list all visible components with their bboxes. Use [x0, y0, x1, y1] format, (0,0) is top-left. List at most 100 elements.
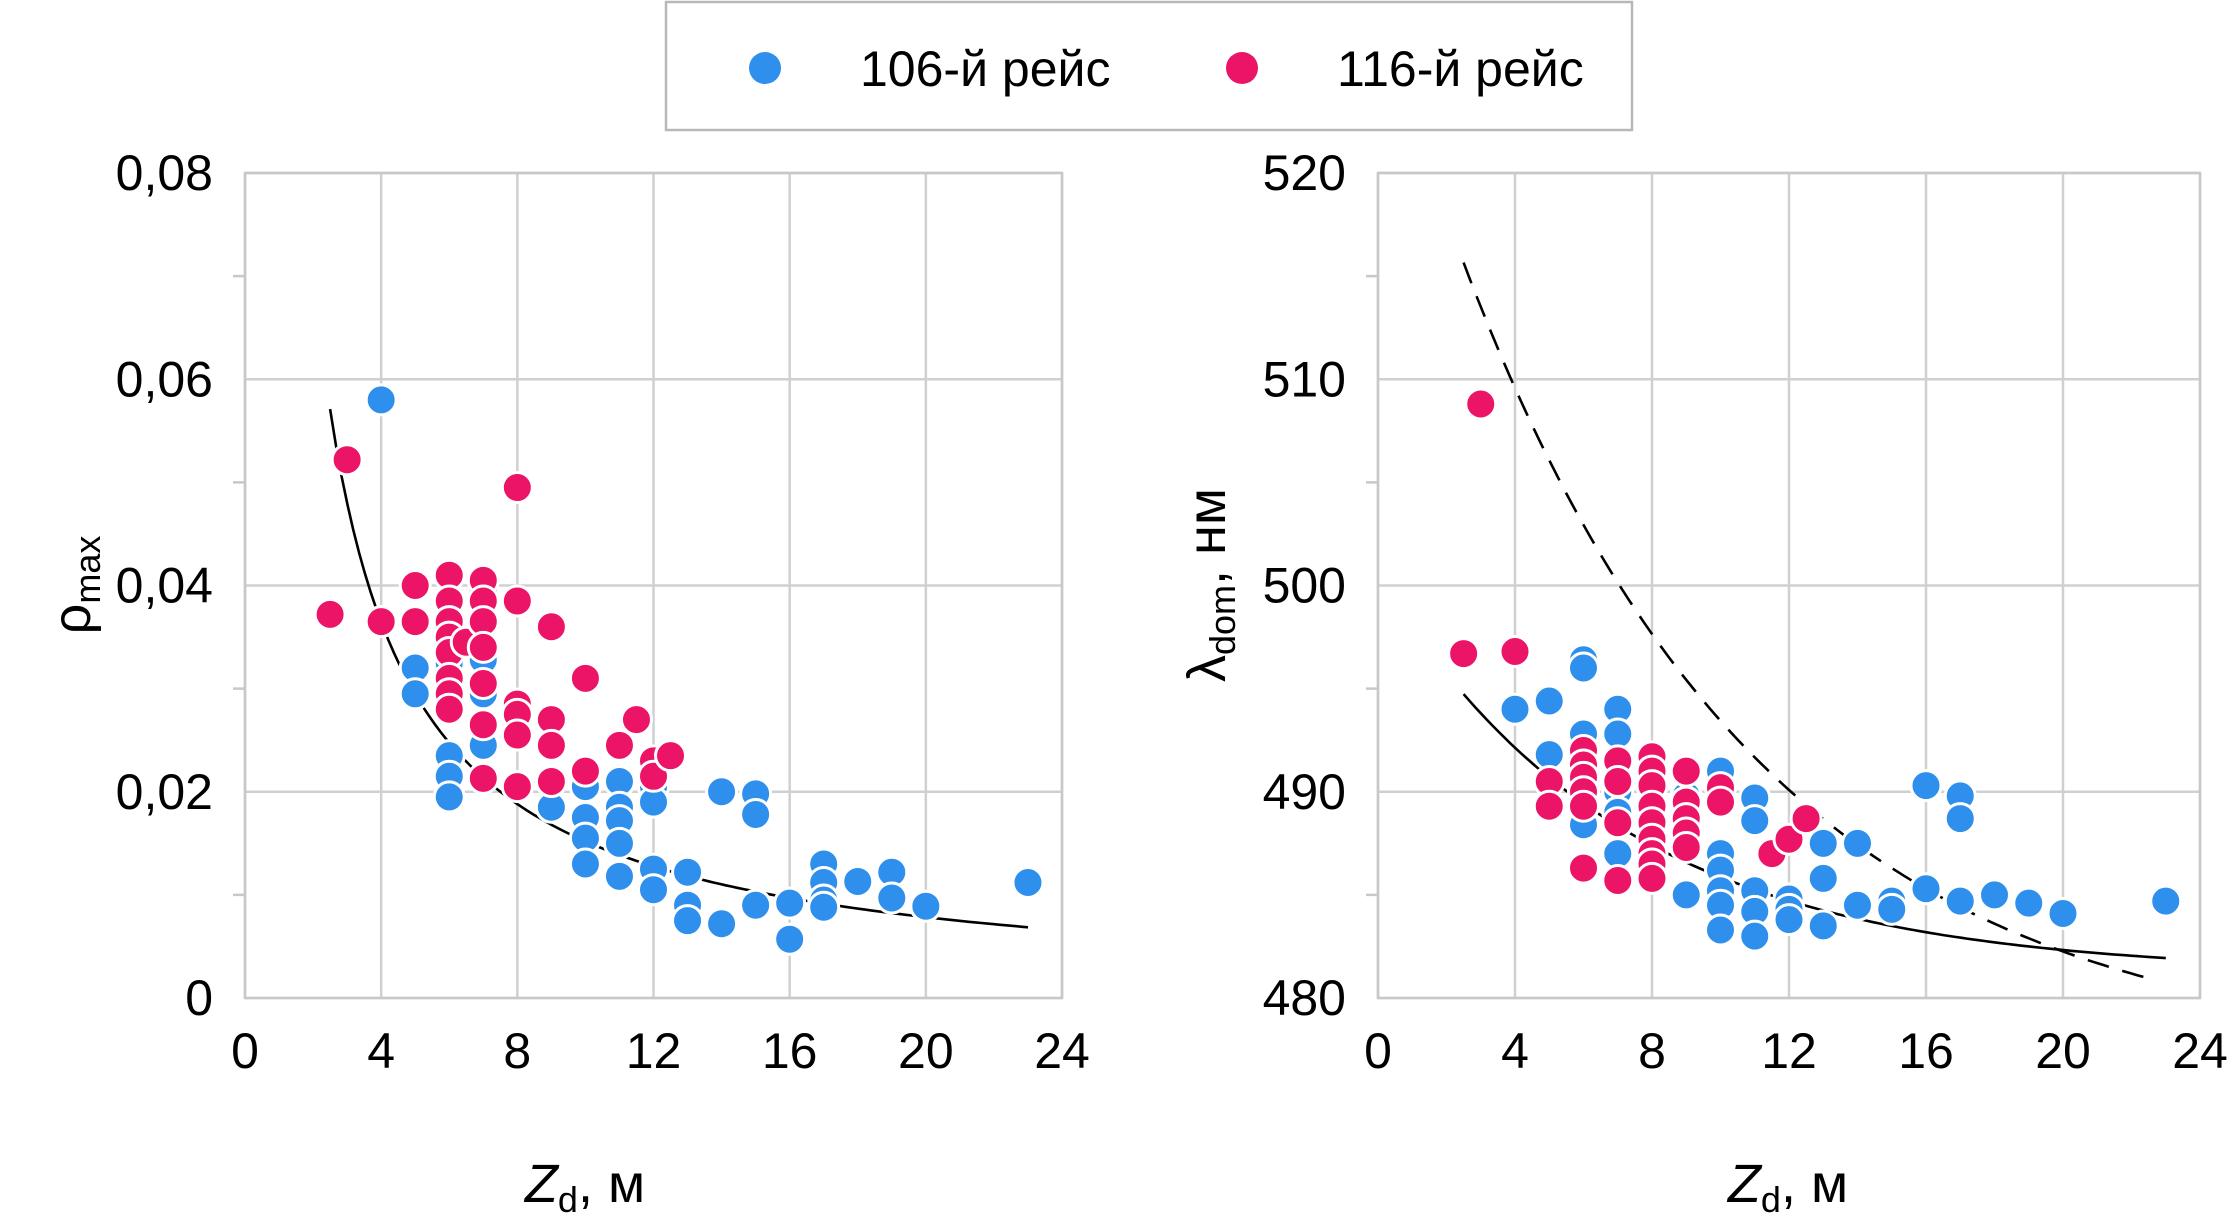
right-y-tick-label: 480	[1263, 970, 1346, 1026]
right-x-tick-label: 0	[1364, 1023, 1392, 1079]
left-point-106	[568, 847, 602, 881]
left-ylabel-sub: max	[67, 536, 108, 604]
right-plot-frame	[1376, 171, 2202, 1000]
right-xlabel-main: Z	[1726, 1154, 1763, 1214]
right-xlabel-sub: d	[1761, 1179, 1781, 1220]
right-ylabel-main: λ	[1177, 655, 1237, 682]
right-point-106	[1909, 872, 1943, 906]
left-point-116	[654, 739, 688, 773]
right-x-tick-label: 20	[2035, 1023, 2091, 1079]
right-point-116	[1601, 863, 1635, 897]
left-point-116	[534, 764, 568, 798]
left-point-116	[568, 661, 602, 695]
left-x-tick-label: 0	[231, 1023, 259, 1079]
left-point-106	[739, 797, 773, 831]
right-ylabel-rest: , нм	[1177, 488, 1237, 585]
left-xlabel-main: Z	[523, 1154, 560, 1214]
left-x-tick-label: 4	[367, 1023, 395, 1079]
right-point-116	[1601, 806, 1635, 840]
right-y-axis-label: λdom, нм	[1177, 488, 1243, 682]
right-point-106	[2149, 884, 2183, 918]
left-point-116	[500, 471, 534, 505]
right-trend-line-dashed	[1462, 262, 2149, 980]
right-point-116	[1669, 754, 1703, 788]
left-point-116	[398, 569, 432, 602]
right-point-106	[1738, 919, 1772, 953]
left-point-106	[602, 859, 636, 893]
left-y-tick-label: 0	[185, 970, 213, 1026]
right-point-116	[1532, 789, 1566, 823]
right-point-106	[1841, 888, 1874, 922]
left-y-tick-label: 0,06	[116, 351, 213, 407]
left-point-106	[875, 881, 909, 915]
left-point-116	[432, 692, 466, 726]
left-point-116	[466, 630, 500, 664]
left-point-106	[364, 383, 398, 417]
left-point-106	[773, 922, 807, 956]
chart-rho-max: 0 4 8 12 16 20 24 0 0,02 0,04 0,06 0,08 Zd, м ρmax	[42, 145, 1090, 1220]
left-point-106	[671, 855, 705, 889]
right-point-106	[1532, 684, 1566, 718]
legend-label-116: 116-й рейс	[1337, 41, 1584, 97]
right-point-116	[1464, 387, 1498, 421]
right-point-106	[1498, 692, 1532, 726]
left-point-116	[568, 754, 602, 788]
right-point-106	[1669, 878, 1703, 912]
right-point-106	[1738, 804, 1772, 838]
left-xlabel-rest: , м	[578, 1154, 645, 1214]
left-point-106	[773, 886, 807, 920]
right-y-tick-label: 490	[1263, 764, 1346, 820]
right-x-tick-label: 4	[1501, 1023, 1529, 1079]
right-xlabel-rest: , м	[1781, 1154, 1848, 1214]
left-ylabel-main: ρ	[42, 604, 102, 635]
right-point-106	[1875, 892, 1909, 926]
right-point-116	[1567, 789, 1600, 823]
right-point-106	[1704, 913, 1737, 947]
right-x-tick-label: 24	[2172, 1023, 2228, 1079]
left-x-axis-label: Zd, м	[523, 1154, 645, 1220]
left-point-106	[841, 864, 875, 898]
left-x-tick-label: 24	[1034, 1023, 1090, 1079]
right-point-106	[1841, 826, 1874, 860]
right-point-106	[1806, 826, 1840, 860]
left-x-tick-label: 20	[898, 1023, 954, 1079]
left-point-106	[671, 904, 705, 938]
right-point-116	[1669, 830, 1703, 864]
right-ylabel-sub: dom	[1202, 585, 1243, 655]
right-y-tick-label: 520	[1263, 145, 1346, 201]
left-point-116	[500, 718, 534, 752]
left-point-116	[534, 610, 568, 644]
left-x-tick-label: 8	[503, 1023, 531, 1079]
legend-marker-116	[1226, 52, 1258, 84]
right-point-106	[2012, 886, 2046, 920]
left-point-106	[432, 780, 466, 814]
left-point-116	[364, 605, 398, 639]
right-point-116	[1447, 637, 1481, 671]
left-point-116	[500, 584, 534, 618]
right-point-106	[2046, 896, 2080, 930]
right-point-106	[1909, 769, 1943, 803]
left-point-116	[330, 443, 364, 477]
right-point-116	[1704, 785, 1737, 819]
left-point-106	[909, 889, 943, 923]
right-point-106	[1943, 802, 1977, 836]
left-point-106	[637, 873, 670, 907]
right-x-tick-label: 16	[1898, 1023, 1954, 1079]
left-point-106	[705, 907, 739, 941]
left-xlabel-sub: d	[558, 1179, 578, 1220]
right-point-106	[1567, 651, 1600, 685]
left-point-106	[1011, 866, 1045, 899]
left-y-tick-label: 0,04	[116, 558, 213, 614]
left-point-116	[466, 666, 500, 700]
left-y-tick-label: 0,08	[116, 145, 213, 201]
right-x-tick-label: 12	[1761, 1023, 1817, 1079]
left-point-106	[705, 775, 739, 809]
chart-lambda-dom: 0 4 8 12 16 20 24 480 490 500 510 520 Zd, м λdom, н…	[1177, 145, 2228, 1220]
left-point-106	[807, 890, 841, 924]
right-point-106	[1772, 903, 1806, 937]
left-point-106	[739, 888, 773, 922]
legend-marker-106	[749, 52, 781, 84]
left-point-106	[602, 826, 636, 860]
left-x-tick-label: 12	[626, 1023, 682, 1079]
